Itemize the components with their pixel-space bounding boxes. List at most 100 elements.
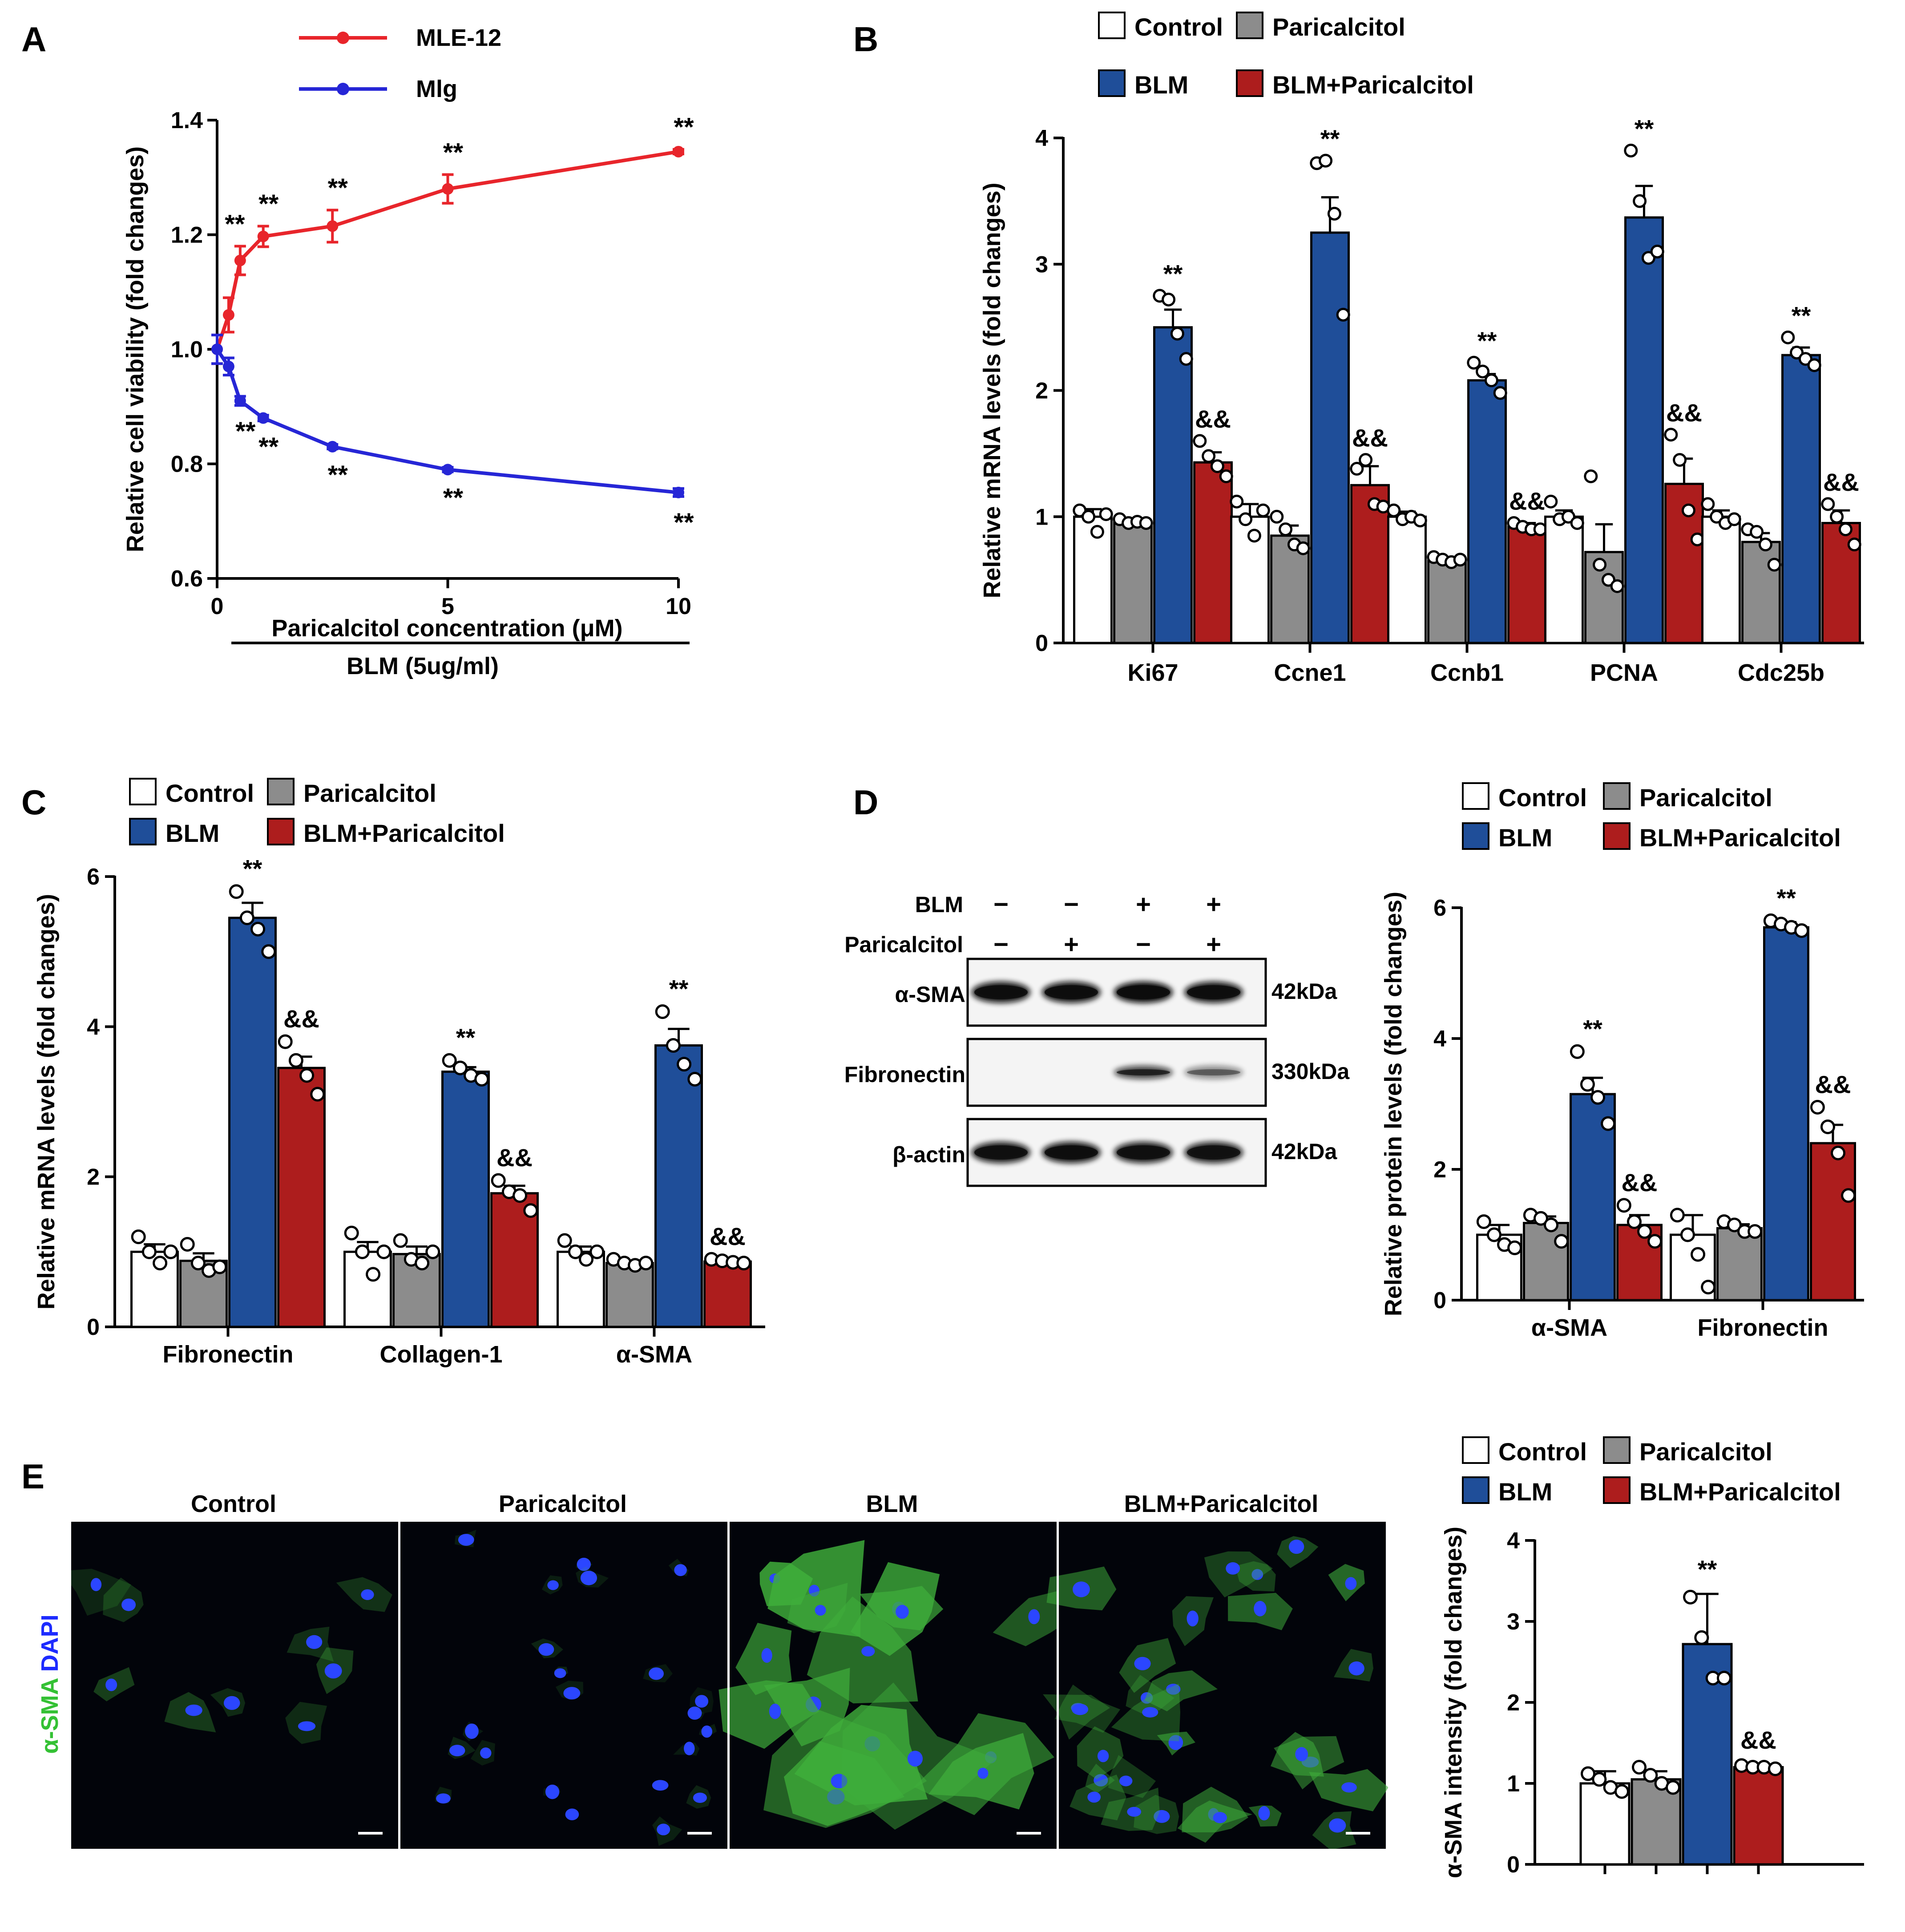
- data-point: [1296, 541, 1310, 555]
- legend-label-paricalcitol: Paricalcitol: [303, 779, 436, 807]
- data-point: [1681, 503, 1695, 517]
- nucleus: [769, 1703, 781, 1719]
- actin-cell: [1144, 1670, 1218, 1711]
- actin-cell: [1204, 1551, 1273, 1597]
- significance-label: &&: [1509, 487, 1545, 515]
- y-tick-label: 1.0: [171, 337, 203, 363]
- data-point-mlg: [673, 486, 684, 498]
- panel-label-e: E: [21, 1457, 44, 1496]
- data-point: [1820, 1119, 1835, 1134]
- legend-label-control: Control: [165, 779, 254, 807]
- significance-label: **: [443, 138, 464, 167]
- blot-size-label-beta-actin: 42kDa: [1271, 1139, 1338, 1164]
- blot-protein-label-fibronectin: Fibronectin: [844, 1062, 965, 1087]
- y-tick-label: 2: [1507, 1690, 1520, 1716]
- significance-label: **: [669, 975, 689, 1003]
- data-point: [393, 1233, 408, 1248]
- nucleus: [695, 1695, 709, 1708]
- y-axis-label: α-SMA intensity (fold changes): [1440, 1527, 1467, 1878]
- x-axis-label: Paricalcitol concentration (μM): [271, 615, 622, 642]
- y-tick-label: 6: [1433, 895, 1446, 921]
- data-point: [1533, 1211, 1548, 1226]
- x-tick-label: 10: [666, 594, 691, 619]
- nucleus: [480, 1747, 492, 1759]
- nucleus: [554, 1668, 566, 1678]
- legend-label-blm-paricalcitol: BLM+Paricalcitol: [1639, 824, 1841, 852]
- data-point: [1624, 143, 1638, 158]
- x-tick-label-ccne1: Ccne1: [1274, 659, 1346, 686]
- data-point: [1627, 1214, 1642, 1229]
- nucleus: [815, 1605, 826, 1616]
- data-point: [1807, 358, 1821, 372]
- data-point: [1683, 1589, 1698, 1605]
- nucleus: [1226, 1562, 1240, 1575]
- nucleus: [1258, 1806, 1270, 1821]
- significance-label: **: [674, 508, 694, 537]
- nucleus: [657, 1823, 670, 1835]
- significance-label: **: [1320, 125, 1340, 153]
- nucleus: [324, 1663, 342, 1679]
- y-axis-label: Relative protein levels (fold changes): [1380, 892, 1407, 1316]
- panel-c-bar-chart: 0 2 4 6 Relative mRNA levels (fold changes) F…: [33, 778, 765, 1368]
- nucleus: [545, 1784, 560, 1799]
- data-point-mle-12: [442, 183, 454, 195]
- nucleus: [1187, 1610, 1199, 1627]
- data-point: [1768, 1761, 1783, 1776]
- blot-mark: +: [1064, 930, 1079, 959]
- bar-blm-ccnb1: [1467, 379, 1507, 644]
- significance-label: &&: [283, 1005, 319, 1033]
- legend-swatch-blm-paricalcitol: [1603, 822, 1631, 850]
- data-point: [1090, 525, 1104, 539]
- data-point: [190, 1256, 206, 1271]
- data-point: [1413, 513, 1427, 528]
- bar-blm-paricalcitol-ccnb1: [1507, 525, 1547, 644]
- micrograph-title-blm: BLM: [866, 1491, 918, 1517]
- data-point: [1637, 1224, 1652, 1239]
- nucleus: [684, 1742, 695, 1755]
- stain-label: α-SMA DAPI: [36, 1614, 63, 1754]
- legend-label-mle-12: MLE-12: [416, 24, 501, 51]
- blot-mark: +: [1206, 890, 1221, 919]
- y-axis-label: Relative mRNA levels (fold changes): [979, 182, 1005, 598]
- significance-label: **: [443, 484, 464, 513]
- immunofluorescence-micrographs: Control Paricalcitol BLM BLM+Paricalcito…: [36, 1491, 1388, 1849]
- y-axis-label: Relative cell viability (fold changes): [122, 146, 149, 552]
- blot-band-core: [1045, 1145, 1098, 1160]
- data-point: [677, 1057, 692, 1072]
- y-tick-label: 4: [87, 1014, 100, 1040]
- bar-blm-paricalcitol-group: [1733, 1766, 1784, 1866]
- significance-label: **: [1477, 327, 1497, 355]
- legend-label-blm-paricalcitol: BLM+Paricalcitol: [1272, 71, 1474, 99]
- nucleus: [977, 1767, 989, 1779]
- micrograph-images: [71, 1522, 1388, 1849]
- data-point: [491, 1173, 506, 1188]
- data-point: [589, 1244, 605, 1259]
- data-point: [376, 1244, 391, 1259]
- legend-swatch-blm: [129, 818, 157, 845]
- panel-a-line-chart: 0.6 0.8 1.0 1.2 1.4 0 5 10 Paricalcitol concentr…: [122, 24, 694, 679]
- legend-swatch-blm-paricalcitol: [267, 818, 295, 845]
- nucleus: [1345, 1577, 1357, 1590]
- data-point: [523, 1203, 538, 1218]
- y-tick-label: 3: [1035, 252, 1048, 278]
- significance-label: **: [1635, 114, 1654, 142]
- legend-label-blm: BLM: [1498, 1478, 1552, 1506]
- panel-b-bar-chart: 0 1 2 3 4 Relative mRNA levels (fold changes)…: [979, 12, 1864, 686]
- panel-label-d: D: [853, 783, 878, 822]
- bar-blm-paricalcitol-ki67: [1193, 461, 1233, 644]
- panel-e-bar-chart: 0 1 2 3 4 α-SMA intensity (fold changes) ** && C…: [1440, 1436, 1864, 1878]
- nucleus: [298, 1721, 316, 1731]
- legend-swatch-blm: [1462, 822, 1489, 850]
- data-point: [1256, 503, 1270, 517]
- legend-label-blm-paricalcitol: BLM+Paricalcitol: [1639, 1478, 1841, 1506]
- significance-label: **: [235, 417, 256, 446]
- data-point: [1593, 558, 1607, 572]
- y-tick-label: 0.8: [171, 452, 203, 477]
- micrograph-title-blm-paricalcitol: BLM+Paricalcitol: [1124, 1491, 1319, 1517]
- bar-control-ki67: [1073, 515, 1113, 644]
- nucleus: [1295, 1747, 1308, 1762]
- legend-label-paricalcitol: Paricalcitol: [1639, 1438, 1772, 1466]
- y-tick-label: 0: [87, 1314, 100, 1340]
- data-point-mle-12: [234, 255, 246, 267]
- nucleus: [1097, 1750, 1109, 1762]
